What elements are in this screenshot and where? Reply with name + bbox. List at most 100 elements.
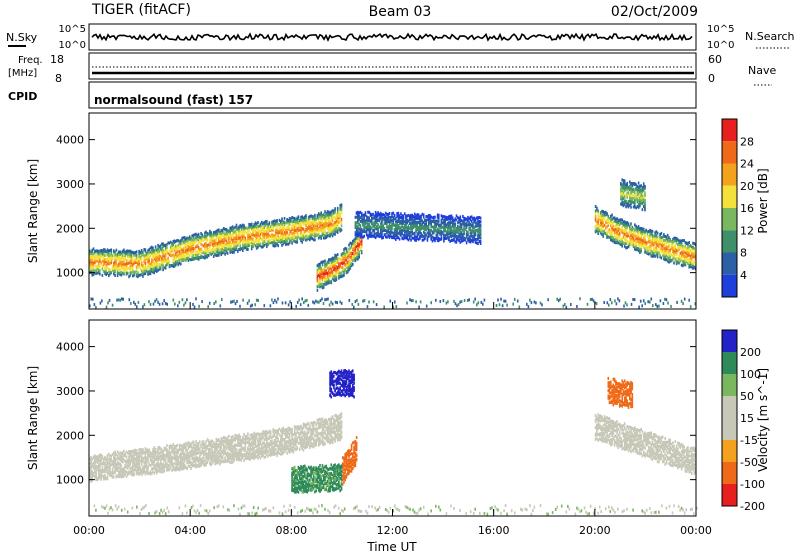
echo-cell [647, 245, 650, 249]
echo-cell [416, 220, 419, 224]
ground-scatter-cell [667, 301, 669, 305]
echo-cell [647, 229, 650, 233]
echo-cell [419, 236, 421, 240]
echo-cell [431, 216, 434, 220]
echo-cell [163, 255, 166, 259]
echo-cell [640, 240, 642, 244]
echo-cell [388, 225, 391, 229]
echo-cell [625, 201, 627, 205]
echo-cell [640, 238, 642, 242]
echo-cell [247, 237, 249, 241]
echo-cell [599, 211, 602, 215]
echo-cell [285, 242, 287, 246]
echo-cell [132, 274, 134, 278]
echo-cell [133, 272, 135, 276]
echo-cell [621, 239, 623, 243]
echo-cell [113, 471, 115, 475]
echo-cell [190, 251, 192, 255]
echo-cell [121, 472, 124, 476]
echo-cell [94, 269, 96, 273]
echo-cell [594, 211, 597, 215]
echo-cell [445, 225, 448, 229]
echo-cell [335, 224, 338, 227]
echo-cell [242, 249, 244, 252]
echo-cell [377, 213, 379, 217]
echo-cell [209, 251, 211, 255]
echo-cell [625, 186, 627, 190]
echo-cell [639, 193, 641, 197]
echo-cell [161, 260, 163, 263]
echo-cell [149, 464, 152, 467]
echo-cell [381, 236, 383, 240]
echo-cell [325, 214, 328, 218]
echo-cell [287, 234, 290, 238]
echo-cell [427, 217, 430, 221]
echo-cell [147, 457, 149, 461]
echo-cell [372, 234, 374, 238]
echo-cell [620, 187, 622, 191]
echo-cell [182, 255, 185, 259]
echo-cell [687, 261, 689, 265]
echo-cell [383, 233, 386, 237]
echo-cell [268, 238, 271, 242]
echo-cell [219, 241, 221, 245]
echo-cell [204, 254, 206, 258]
echo-cell [201, 243, 204, 247]
echo-cell [291, 222, 293, 226]
echo-cell [321, 229, 324, 233]
echo-cell [164, 264, 167, 268]
echo-cell [204, 249, 206, 253]
echo-cell [439, 224, 441, 227]
echo-cell [613, 216, 616, 220]
echo-cell [215, 232, 218, 236]
echo-cell [606, 225, 608, 229]
echo-cell [392, 231, 395, 235]
echo-cell [670, 239, 673, 243]
echo-cell [335, 269, 338, 273]
echo-cell [435, 225, 438, 229]
echo-cell [307, 235, 310, 239]
echo-cell [462, 222, 464, 226]
echo-cell [113, 460, 115, 464]
echo-cell [661, 251, 664, 255]
echo-cell [271, 241, 273, 245]
echo-cell [333, 229, 335, 233]
echo-cell [89, 462, 91, 466]
echo-cell [219, 230, 221, 234]
echo-cell [419, 227, 421, 231]
ground-scatter-cell [327, 297, 329, 301]
echo-cell [612, 228, 615, 232]
echo-cell [469, 231, 472, 235]
ground-scatter-cell [90, 297, 93, 301]
echo-cell [465, 221, 468, 225]
echo-cell [459, 215, 462, 219]
ground-scatter-cell [257, 299, 259, 302]
echo-cell [433, 225, 435, 229]
echo-cell [320, 213, 322, 217]
echo-cell [339, 275, 341, 279]
echo-cell [420, 217, 422, 221]
echo-cell [319, 269, 321, 273]
echo-cell [642, 194, 645, 198]
echo-cell [234, 225, 236, 229]
echo-cell [464, 237, 467, 241]
nsearch-label: N.Search [745, 30, 795, 43]
echo-cell [422, 230, 425, 234]
echo-cell [316, 233, 319, 237]
echo-cell [688, 265, 690, 269]
echo-cell [478, 224, 481, 228]
echo-cell [277, 239, 279, 243]
echo-cell [634, 239, 636, 243]
echo-cell [330, 257, 333, 261]
ground-scatter-cell [611, 301, 613, 305]
echo-cell [258, 224, 261, 228]
echo-cell [120, 454, 123, 457]
echo-cell [453, 222, 455, 226]
echo-cell [200, 254, 202, 258]
echo-cell [613, 228, 616, 232]
echo-cell [135, 465, 138, 469]
echo-cell [181, 250, 183, 254]
echo-cell [311, 226, 314, 230]
echo-cell [353, 258, 355, 262]
echo-cell [597, 230, 599, 234]
